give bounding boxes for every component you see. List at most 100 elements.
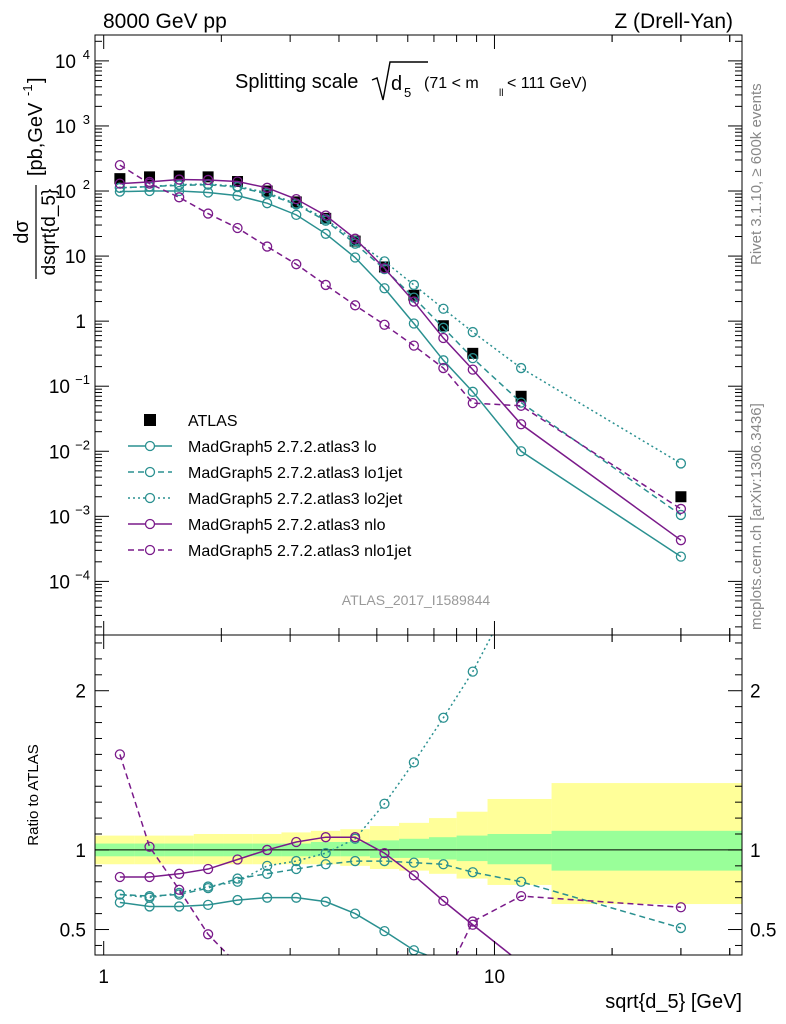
series-madgraph5-2-7-2-atlas3-nlo1jet [114,159,687,515]
y-tick-exp: 3 [83,112,90,127]
series-marker [515,400,527,411]
y-tick-label: 2 10 [55,177,90,203]
ratio-y-tick-label: 0.5 [60,921,86,942]
title-cut-sub: ll [499,88,503,99]
legend-label: MadGraph5 2.7.2.atlas3 lo [188,439,377,456]
series-marker [174,185,185,197]
legend-label: MadGraph5 2.7.2.atlas3 nlo [188,517,386,534]
y-tick-value: 1 [75,312,86,333]
ratio-marker [515,876,527,887]
series-marker [320,228,331,239]
y-tick-base: 10 [49,377,70,398]
y-tick-label: 1 [75,312,86,333]
series-marker [262,241,273,252]
band-inner [456,835,488,862]
series-marker [320,279,331,291]
ratio-marker [144,841,155,852]
ratio-marker [202,899,214,911]
plot-title: Splitting scale d 5 (71 < m ll < 111 GeV… [235,61,587,101]
ylabel-unit-close: ] [25,77,47,83]
ratio-marker [517,982,526,991]
ratio-marker [144,892,155,903]
legend-marker [144,414,156,426]
ratio-marker [349,855,361,867]
ratio-marker [202,929,214,940]
band-inner [487,834,552,865]
ratio-marker [174,868,185,879]
y-tick-exp: 4 [83,47,90,62]
series-marker [114,159,126,171]
series-marker [438,322,449,333]
ratio-marker [320,896,331,907]
band-inner [551,830,742,871]
title-sqrt-arg: d [391,73,402,95]
data-point [515,390,527,402]
ratio-marker [467,919,478,930]
x-tick-label: 10 [484,967,505,988]
series-marker [144,178,155,189]
series-madgraph5-2-7-2-atlas3-nlo [114,174,687,546]
series-line [119,183,682,465]
title-main: Splitting scale [235,71,358,93]
main-y-label: dσ dsqrt{d_5} [pb,GeV -1 ] [11,77,60,279]
legend-marker [144,544,156,556]
series-marker [675,458,687,469]
y-tick-value: 10 [65,247,86,268]
ratio-marker [232,854,243,865]
ratio-marker [233,960,242,969]
series-marker [467,397,478,409]
ratio-y-tick-label-right: 2 [750,682,761,703]
ratio-marker [438,859,449,870]
y-tick-exp: 2 [83,177,90,192]
y-tick-base: 10 [55,117,76,138]
series-marker [675,503,687,515]
series-marker [291,259,302,270]
ratio-marker [174,884,185,895]
series-marker [174,174,185,185]
series-marker [291,209,302,221]
ratio-marker [438,712,449,723]
data-point [320,212,332,224]
series-marker [438,303,449,314]
series-marker [320,210,331,221]
series-marker [349,300,361,311]
y-tick-exp: −1 [75,372,90,387]
ratio-line [119,836,513,955]
ratio-marker [379,798,390,809]
data-point [173,170,185,182]
legend-label: MadGraph5 2.7.2.atlas3 lo1jet [188,465,403,482]
series-marker [467,386,478,397]
ratio-y-tick-label-right: 1 [750,841,761,862]
series-marker [515,419,527,430]
ratio-marker [262,868,273,879]
ratio-marker [232,894,243,906]
series-marker [467,364,478,375]
ratio-madgraph5-2-7-2-atlas3-nlo1jet [114,749,687,987]
legend-entry: MadGraph5 2.7.2.atlas3 lo [128,439,377,456]
series-marker [349,233,361,244]
ratio-axes: 0.5 0.5 1 1 2 2 1 10 [60,635,776,988]
analysis-id: ATLAS_2017_I1589844 [342,592,491,608]
series-marker [291,193,302,205]
ratio-marker [262,860,273,871]
ratio-marker [114,897,126,908]
ratio-marker [114,871,126,883]
series-marker [438,355,449,366]
band-inner [340,841,370,857]
series-line [119,164,682,510]
legend-marker [144,466,156,478]
ratio-y-tick-label: 2 [75,682,86,703]
x-tick-label: 1 [98,967,109,988]
ratio-marker [202,863,214,875]
series-marker [232,176,243,187]
y-tick-label: −4 10 [49,567,90,593]
ylabel-unit-exp: -1 [20,84,35,96]
ratio-marker [467,867,478,878]
ratio-marker [467,916,478,927]
series-marker [262,182,273,193]
ratio-marker [379,855,390,867]
series-marker [515,446,527,457]
ratio-marker [291,863,302,875]
ratio-marker [439,978,448,987]
x-axis-label: sqrt{d_5} [GeV] [605,991,742,1013]
